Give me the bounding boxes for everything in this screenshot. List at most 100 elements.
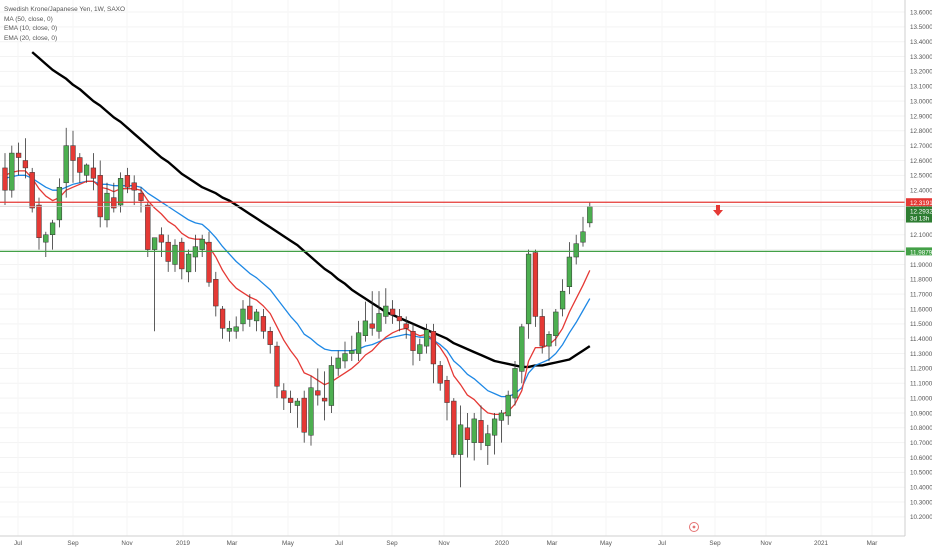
candle-body — [315, 390, 321, 396]
candle-body — [15, 152, 22, 158]
candle-body — [512, 368, 518, 399]
candle-body — [260, 316, 267, 332]
y-tick-label: 13.6000 — [910, 9, 932, 16]
x-tick-label: May — [600, 540, 613, 547]
candles — [2, 127, 593, 488]
candle-body — [389, 308, 396, 316]
ma50-line — [31, 51, 591, 369]
y-tick-label: 10.9000 — [910, 410, 932, 417]
candle-body — [451, 400, 457, 455]
y-tick-label: 13.1000 — [910, 84, 932, 91]
x-tick-label: May — [282, 540, 295, 547]
support-price-tag-text: 11.9879 — [910, 249, 932, 256]
horizontal-levels[interactable] — [0, 201, 905, 252]
y-tick-label: 11.1000 — [910, 381, 932, 388]
candle-body — [36, 204, 42, 238]
current-price-tag-text: 12.2932 — [910, 209, 932, 216]
candle-body — [49, 222, 56, 235]
candle-body — [97, 175, 103, 218]
support-price-tag-bg — [906, 247, 932, 256]
candle-body — [185, 253, 192, 273]
y-tick-label: 12.7000 — [910, 143, 932, 150]
candle-body — [199, 238, 205, 250]
y-tick-label: 10.3000 — [910, 499, 932, 506]
x-tick-label: Jul — [14, 540, 22, 547]
candle-body — [423, 329, 430, 347]
y-tick-label: 11.6000 — [910, 306, 932, 313]
candle-body — [226, 328, 233, 332]
y-tick-label: 13.0000 — [910, 98, 932, 105]
candle-body — [362, 320, 369, 336]
ma50-legend[interactable]: MA (50, close, 0) — [4, 15, 53, 23]
y-tick-label: 12.6000 — [910, 158, 932, 165]
y-tick-label: 10.4000 — [910, 485, 932, 492]
y-tick-label: 12.8000 — [910, 128, 932, 135]
candle-body — [464, 427, 471, 440]
candle-body — [22, 160, 29, 169]
candle-body — [77, 157, 83, 173]
candle-body — [90, 167, 97, 179]
candle-body — [172, 244, 178, 265]
grid — [0, 11, 905, 518]
candle-body — [233, 326, 239, 332]
candle-body — [553, 311, 559, 336]
x-tick-label: Mar — [227, 540, 238, 547]
y-tick-label: 13.3000 — [910, 54, 932, 61]
y-tick-label: 11.0000 — [910, 395, 932, 402]
candle-body — [131, 182, 137, 191]
candle-body — [138, 192, 144, 201]
candle-body — [457, 424, 464, 455]
candle-body — [383, 305, 389, 317]
candle-body — [498, 412, 505, 421]
y-tick-label: 12.9000 — [910, 113, 932, 120]
y-tick-label: 12.4000 — [910, 188, 932, 195]
y-tick-label: 11.9000 — [910, 262, 932, 269]
candle-body — [471, 418, 477, 443]
candle-body — [546, 333, 552, 347]
x-tick-label: 2021 — [814, 540, 829, 547]
candle-body — [580, 231, 586, 243]
candle-body — [56, 186, 63, 221]
chart-markers — [689, 205, 723, 532]
candle-body — [206, 241, 212, 283]
ema10-legend[interactable]: EMA (10, close, 0) — [4, 25, 58, 32]
x-tick-label: Nov — [438, 540, 450, 547]
chart-legend: Swedish Krone/Japanese Yen, 1W, SAXO MA … — [4, 5, 125, 43]
candle-body — [369, 323, 375, 329]
candle-body — [491, 418, 498, 436]
candle-body — [342, 353, 348, 362]
candle-body — [253, 311, 260, 322]
x-tick-label: Mar — [547, 540, 558, 547]
x-tick-label: Mar — [867, 540, 878, 547]
x-tick-label: Jul — [335, 540, 343, 547]
candle-body — [240, 308, 246, 325]
x-tick-label: 2020 — [495, 540, 510, 547]
candle-body — [566, 256, 573, 287]
ema20-legend[interactable]: EMA (20, close, 0) — [4, 34, 58, 42]
candle-body — [281, 390, 287, 399]
candle-body — [247, 305, 253, 320]
candle-body — [294, 400, 301, 406]
candle-body — [505, 394, 511, 417]
candle-body — [328, 365, 335, 406]
candle-body — [301, 397, 307, 433]
y-tick-label: 12.1000 — [910, 232, 932, 239]
x-tick-label: Sep — [67, 540, 79, 547]
x-tick-label: Jul — [658, 540, 666, 547]
candle-body — [213, 279, 219, 307]
candle-body — [267, 331, 273, 345]
candle-body — [396, 316, 403, 322]
candle-body — [559, 290, 566, 310]
y-tick-label: 11.3000 — [910, 351, 932, 358]
candle-body — [403, 323, 409, 329]
current-price-tag-bg — [906, 206, 932, 223]
symbol-title[interactable]: Swedish Krone/Japanese Yen, 1W, SAXO — [4, 6, 126, 13]
candle-body — [444, 380, 450, 403]
x-tick-label: Nov — [121, 540, 133, 547]
candle-body — [111, 197, 117, 209]
y-tick-label: 12.5000 — [910, 173, 932, 180]
y-tick-label: 11.5000 — [910, 321, 932, 328]
candle-body — [519, 326, 525, 372]
